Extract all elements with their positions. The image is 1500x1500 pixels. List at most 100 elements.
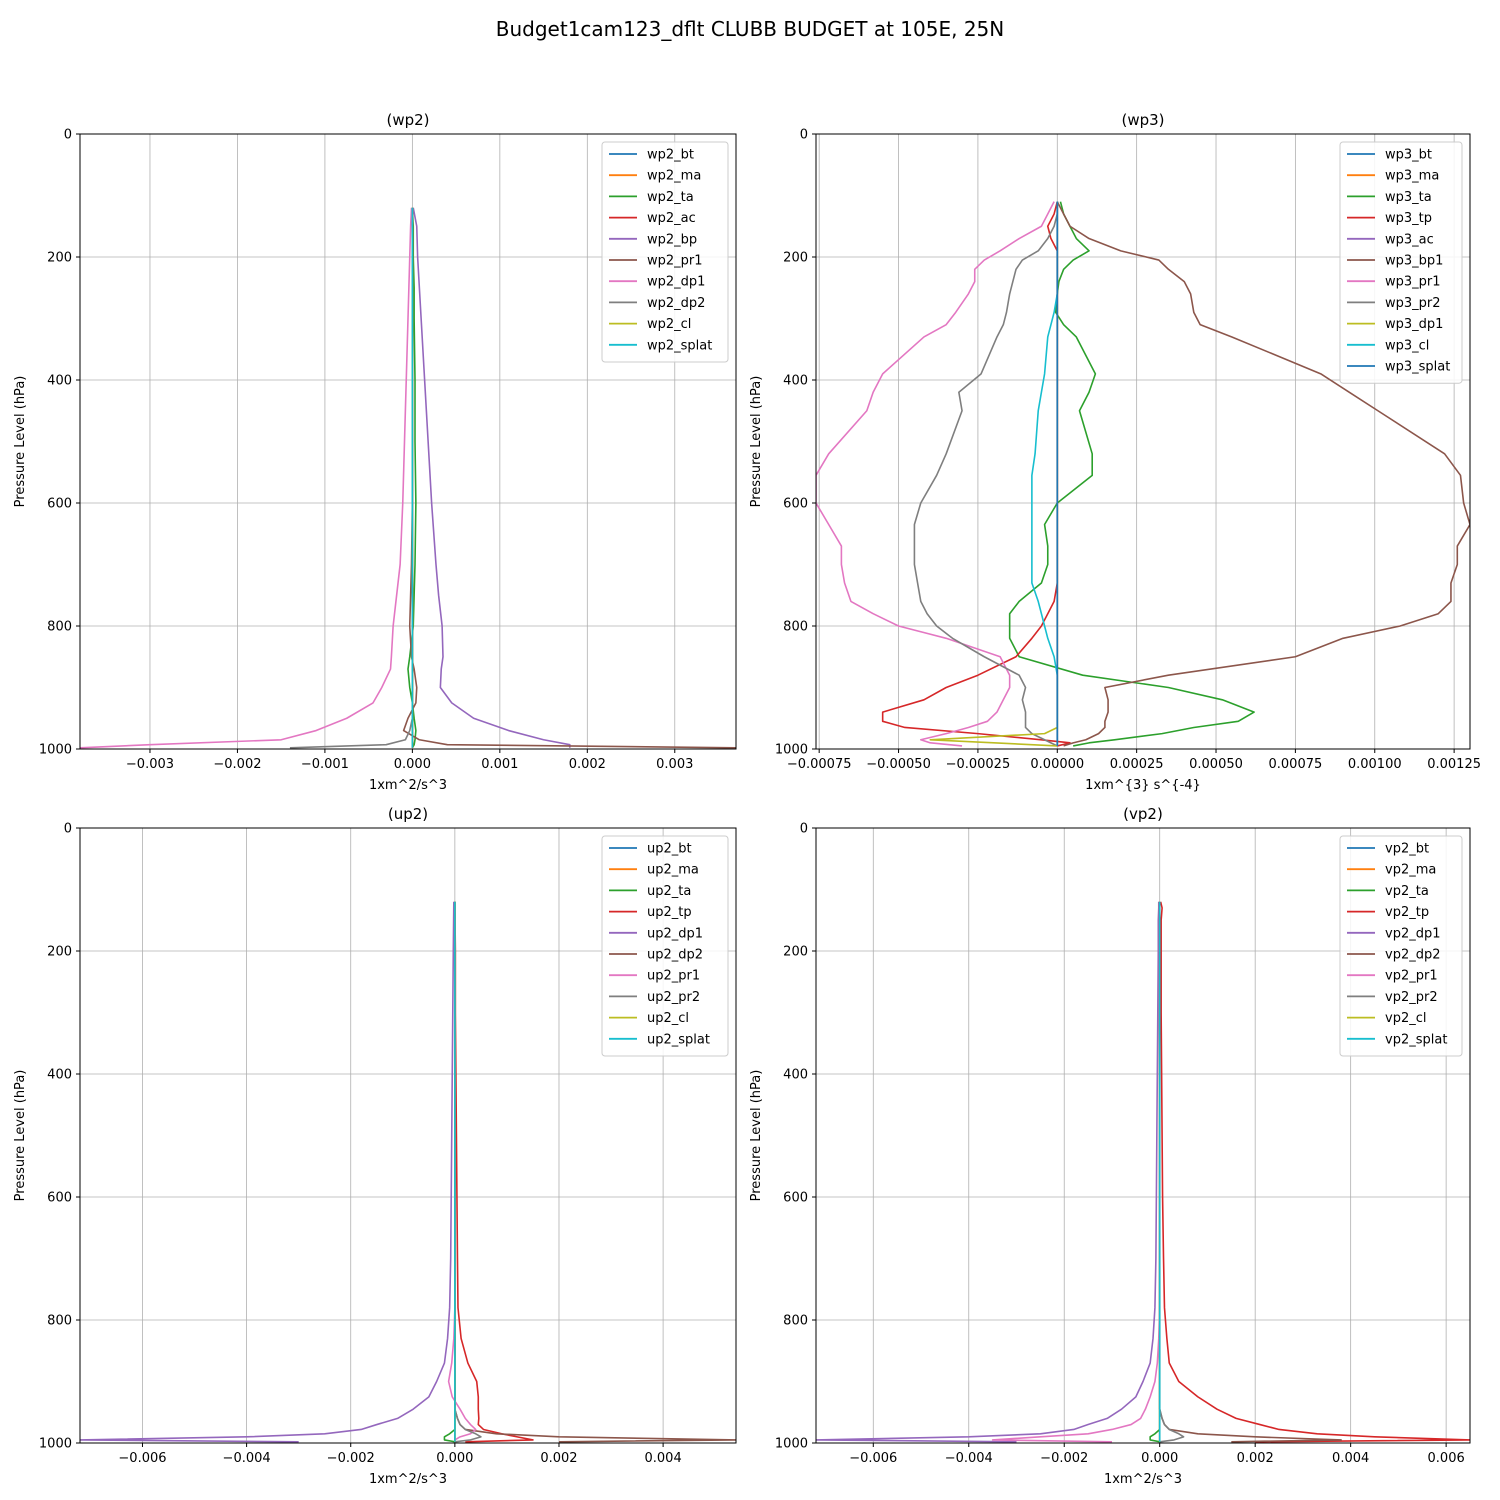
x-tick-label: 0.002	[540, 1451, 577, 1466]
y-tick-label: 400	[783, 1068, 808, 1083]
x-tick-label: 0.00000	[1030, 757, 1084, 772]
y-tick-label: 0	[800, 128, 808, 143]
y-tick-label: 400	[47, 374, 72, 389]
legend-label: vp2_ta	[1385, 884, 1429, 899]
legend-label: wp2_dp1	[647, 275, 705, 290]
legend-label: wp3_dp1	[1385, 317, 1443, 332]
panel-title: (up2)	[388, 805, 428, 823]
y-axis-label: Pressure Level (hPa)	[749, 376, 764, 508]
legend: up2_bt up2_ma up2_ta up2_tp up2_dp1 up2_dp2up…	[601, 835, 729, 1057]
x-tick-label: −0.002	[1040, 1451, 1088, 1466]
legend-label: wp2_pr1	[647, 254, 703, 269]
legend-label: wp3_ma	[1385, 169, 1439, 184]
x-tick-label: 0.00050	[1189, 757, 1243, 772]
x-axis-label: 1xm^{3} s^{-4}	[1085, 778, 1201, 793]
x-tick-label: 0.00025	[1110, 757, 1164, 772]
y-tick-label: 1000	[39, 743, 72, 758]
x-tick-label: −0.004	[223, 1451, 271, 1466]
y-tick-label: 600	[783, 497, 808, 512]
y-tick-label: 400	[47, 1068, 72, 1083]
y-axis-label: Pressure Level (hPa)	[13, 376, 28, 508]
series-lines	[816, 901, 1470, 1443]
panel-wp3: (wp3) −0.00075 −0.00050 −0.00025 0.00000 0.00…	[749, 111, 1481, 793]
x-tick-label: 0.006	[1428, 1451, 1465, 1466]
legend-label: wp2_dp2	[647, 296, 705, 311]
panel-title: (wp2)	[386, 111, 429, 129]
legend-label: vp2_splat	[1385, 1032, 1447, 1047]
legend-label: vp2_tp	[1385, 905, 1429, 920]
legend-label: up2_splat	[647, 1032, 710, 1047]
legend-label: wp3_tp	[1385, 211, 1432, 226]
y-tick-label: 200	[47, 945, 72, 960]
x-tick-label: 0.00125	[1427, 757, 1481, 772]
legend-label: wp2_splat	[647, 338, 712, 353]
axes-frame	[815, 133, 1471, 750]
series-line-wp3_ta	[1008, 201, 1255, 747]
series-line-up2_dp1	[80, 901, 455, 1443]
series-lines	[80, 207, 736, 749]
x-tick-label: 0.004	[645, 1451, 682, 1466]
axes-frame	[79, 133, 737, 750]
legend-label: wp2_bt	[647, 148, 694, 163]
x-tick-label: 0.002	[1237, 1451, 1274, 1466]
series-line-vp2_dp1	[816, 901, 1160, 1443]
y-axis-label: Pressure Level (hPa)	[13, 1070, 28, 1202]
legend-label: wp2_bp	[647, 232, 697, 247]
x-tick-label: 0.000	[1141, 1451, 1178, 1466]
axes-frame	[815, 827, 1471, 1444]
y-tick-label: 1000	[775, 1437, 808, 1452]
legend-label: vp2_pr2	[1385, 990, 1438, 1005]
y-axis-label: Pressure Level (hPa)	[749, 1070, 764, 1202]
y-tick-label: 1000	[775, 743, 808, 758]
legend-label: up2_bt	[647, 842, 692, 857]
legend-label: up2_cl	[647, 1011, 689, 1026]
legend-label: wp2_ma	[647, 169, 701, 184]
series-line-vp2_pr1	[991, 901, 1161, 1443]
x-tick-label: 0.000	[394, 757, 431, 772]
x-tick-label: 0.00100	[1348, 757, 1402, 772]
legend: vp2_bt vp2_ma vp2_ta vp2_tp vp2_dp1 vp2_dp2vp…	[1339, 835, 1463, 1057]
series-line-vp2_dp2	[1158, 901, 1342, 1443]
panel-title: (wp3)	[1121, 111, 1164, 129]
legend-label: wp3_splat	[1385, 360, 1450, 375]
legend-label: vp2_dp2	[1385, 948, 1441, 963]
legend-label: up2_ta	[647, 884, 691, 899]
series-line-up2_tp	[454, 901, 534, 1443]
series-line-wp3_dp1	[929, 201, 1059, 747]
x-axis-label: 1xm^2/s^3	[369, 778, 447, 793]
x-tick-label: −0.006	[118, 1451, 166, 1466]
y-tick-label: 600	[47, 497, 72, 512]
series-lines	[80, 901, 736, 1443]
x-tick-label: −0.002	[327, 1451, 375, 1466]
series-line-wp2_dp2	[289, 207, 414, 749]
legend-label: vp2_ma	[1385, 863, 1436, 878]
legend-label: up2_pr1	[647, 969, 700, 984]
series-line-wp2_dp1	[80, 207, 413, 749]
legend: wp3_bt wp3_ma wp3_ta wp3_tp wp3_ac wp3_bp1 wp3…	[1339, 141, 1463, 384]
x-tick-label: 0.000	[436, 1451, 473, 1466]
x-tick-label: −0.00075	[787, 757, 852, 772]
series-line-vp2_pr2	[1158, 901, 1185, 1443]
legend-label: up2_tp	[647, 905, 692, 920]
legend-label: wp3_ta	[1385, 190, 1432, 205]
legend-label: wp3_cl	[1385, 338, 1429, 353]
panel-wp2: (wp2) −0.003 −0.002 −0.001 0.000 0.001 0.002 0.…	[13, 111, 737, 793]
y-tick-label: 800	[47, 620, 72, 635]
legend-label: up2_dp1	[647, 926, 703, 941]
x-tick-label: 0.004	[1332, 1451, 1369, 1466]
legend-label: up2_pr2	[647, 990, 700, 1005]
series-lines	[816, 201, 1470, 747]
x-tick-label: 0.001	[481, 757, 518, 772]
x-tick-label: −0.003	[126, 757, 174, 772]
y-tick-label: 0	[64, 128, 72, 143]
y-tick-label: 200	[47, 251, 72, 266]
legend-label: vp2_bt	[1385, 842, 1429, 857]
series-line-wp2_bp	[412, 207, 571, 748]
legend-label: vp2_pr1	[1385, 969, 1438, 984]
x-tick-label: −0.001	[301, 757, 349, 772]
series-line-wp3_pr2	[913, 201, 1059, 747]
legend-label: up2_dp2	[647, 948, 703, 963]
legend-label: vp2_cl	[1385, 1011, 1426, 1026]
x-tick-label: 0.002	[569, 757, 606, 772]
